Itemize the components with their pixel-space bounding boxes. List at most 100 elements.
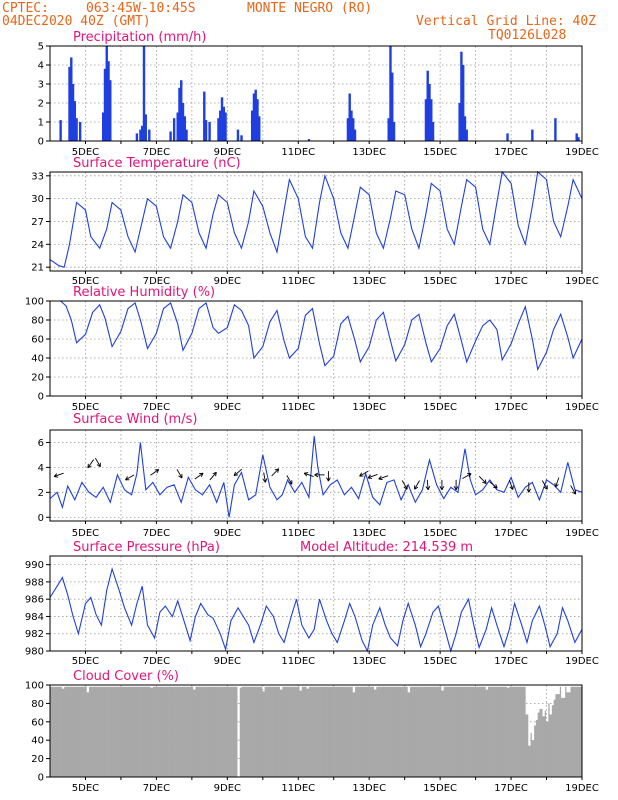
cloud-bar [355,686,357,777]
cloud-bar [229,686,231,777]
cloud-bar [398,686,400,777]
wind-arrow-head [425,486,429,491]
cloud-bar [456,686,459,777]
cloud-bar [149,686,151,777]
cloud-bar [175,686,177,777]
cloud-bar [209,686,211,777]
cloud-bar [81,686,83,777]
cloud-bar [211,686,213,777]
cloud-bar [416,686,418,777]
cloud-bar [508,687,510,777]
cloud-bar [131,686,133,777]
cloud-bar [574,686,577,777]
precip-bar [460,51,463,142]
cloud-bar [395,686,398,777]
cloud-bar [447,686,449,777]
cloud-bar [158,686,160,777]
cloud-bar [223,686,226,777]
precip-bar [258,116,261,141]
precip-bar [204,120,208,141]
cloud-bar [425,686,427,777]
panels: Precipitation (mm/h) 0 1 2 3 4 5 5DEC 7DEC 9DEC 11… [25,30,599,794]
cloud-bar [143,686,146,777]
x-day-label: 11DEC [281,783,315,794]
wind-arrow [367,473,378,479]
cloud-bar [268,686,270,777]
wind-arrow [401,480,408,490]
cloud-bar [539,708,541,777]
cloud-bar [92,686,94,777]
cloud-bar [418,686,421,777]
cloud-bar [249,686,251,777]
cloud-bar [375,689,377,777]
wind-arrow [414,480,420,490]
precip-bar [352,118,355,141]
cloud-bar [340,686,343,777]
cloud-bar [319,686,321,777]
precip-bar [307,139,311,141]
cloud-bar [316,686,318,777]
cloud-bar [136,686,139,777]
precip-bar [554,118,557,141]
cloud-bar [443,686,445,777]
wind-arrow-shaft [414,480,420,490]
precip-bar [78,122,82,141]
cloud-bar [250,686,252,777]
wind-arrow-shaft [233,468,243,476]
cloud-bar [456,686,458,777]
cloud-bar [265,686,267,777]
wind-arrow-head [493,486,498,489]
cloud-bar [199,686,202,777]
cloud-bar [323,686,325,777]
cloud-bar [419,686,422,777]
wind-arrow-head [87,465,92,469]
cloud-bar [175,686,178,777]
precip-bar [219,110,222,141]
cloud-bar [245,686,247,777]
precip-bar [424,99,428,141]
cloud-bar [300,690,302,777]
cloud-bar [160,686,163,777]
cloud-bar [491,686,493,777]
wind-arrow-head [378,475,382,480]
cloud-bar [344,686,346,777]
cloud-bar [54,686,56,777]
precip-bar [236,129,240,141]
cloud-bar [529,745,531,777]
cloud-bar [439,686,441,777]
wind-arrow-head [482,481,487,484]
cloud-bar [490,686,492,777]
cloud-bar [343,686,345,777]
y-tick-label: 33 [31,171,44,182]
cloud-bar [66,686,69,777]
cloud-bar [272,686,274,777]
cloud-bar [159,686,162,777]
cloud-bar [212,686,214,777]
cloud-bar [308,688,310,777]
cloud-bar [475,686,477,777]
cloud-bar [178,686,180,777]
cloud-bar [557,694,559,777]
cloud-bar [519,686,521,777]
cloud-bar [575,686,578,777]
cloud-bar [73,686,76,777]
precip-bar [107,61,110,142]
cloud-bar [260,686,262,777]
wind-arrow-head [156,469,160,474]
cloud-bar [354,692,356,777]
series-line [49,170,583,268]
cloud-bar [303,686,305,777]
cloud-bar [580,686,582,777]
panel-title: Precipitation (mm/h) [73,30,206,45]
cloud-bar [90,686,93,777]
cloud-bar [245,686,248,777]
cloud-bar [204,686,206,777]
cloud-bar [195,686,197,777]
wind-arrow [262,472,268,483]
cloud-bar [120,686,123,777]
wind-arrow-head [439,486,443,491]
header-run-date: 04DEC2020 40Z (GMT) [2,14,151,29]
precip-bar [59,120,62,141]
cloud-bar [509,686,511,777]
wind-arrow [489,481,498,489]
